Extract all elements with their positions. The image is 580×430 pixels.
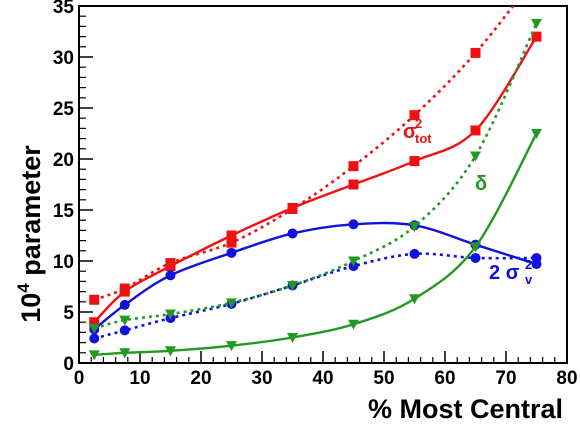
x-tick-label: 80 [556, 368, 577, 389]
data-point-dotted [409, 248, 420, 259]
series-group-0 [89, 6, 542, 328]
data-point-dotted [119, 325, 130, 336]
data-point-dotted [89, 333, 100, 344]
x-tick-label: 40 [312, 368, 333, 389]
y-axis-title-rest: parameter [16, 145, 46, 284]
data-point-solid [531, 31, 542, 42]
data-point-dotted [88, 323, 100, 334]
x-tick-label: 50 [373, 368, 394, 389]
data-point-solid [88, 350, 100, 361]
data-point-solid [226, 341, 237, 352]
series-label-symbol: σ [403, 121, 417, 143]
series-group-1 [89, 219, 542, 344]
y-tick-label: 0 [63, 354, 74, 375]
data-point-dotted [287, 280, 298, 291]
y-tick-label: 5 [63, 303, 74, 324]
data-point-solid [226, 247, 237, 258]
data-point-solid [531, 129, 542, 139]
data-point-solid [531, 259, 542, 270]
data-point-solid [287, 228, 298, 239]
series-label-subscript: v [525, 272, 533, 287]
x-tick-label: 10 [129, 368, 150, 389]
data-point-solid [226, 230, 237, 241]
data-point-solid [409, 294, 420, 305]
data-point-dotted [409, 221, 420, 232]
data-point-dotted [409, 110, 420, 121]
data-point-dotted [89, 294, 100, 305]
series-label: σ2 tot [403, 116, 432, 146]
y-tick-label: 35 [53, 0, 75, 18]
tick-labels: 0 10 20 30 40 50 60 70 80 0 5 10 15 20 25 30 35 [53, 0, 578, 389]
y-axis-title-base: 10 [16, 293, 46, 323]
y-axis-title: 104 parameter [14, 145, 46, 323]
series-label-symbol: σ [506, 262, 520, 284]
data-point-solid [348, 179, 359, 190]
data-point-solid [119, 286, 130, 297]
data-point-dotted [470, 47, 481, 58]
series-group-2 [88, 18, 542, 361]
data-point-solid [470, 242, 481, 253]
series-label-superscript: 2 [525, 257, 532, 272]
y-tick-label: 20 [53, 150, 74, 171]
series-label-prefix: 2 [489, 262, 506, 284]
series-line-solid [93, 221, 537, 331]
data-point-solid [165, 270, 176, 281]
data-point-solid [348, 219, 359, 230]
series-layer [88, 6, 542, 361]
data-point-dotted [165, 309, 176, 320]
series-label: δ [475, 173, 487, 195]
series-label-subscript: tot [415, 131, 432, 146]
data-point-solid [409, 156, 420, 167]
data-point-solid [165, 261, 176, 272]
series-line-dotted [93, 252, 537, 340]
data-point-solid [89, 317, 100, 328]
plot-frame [78, 5, 568, 364]
data-point-dotted [226, 298, 237, 309]
data-point-dotted [470, 151, 481, 162]
data-point-solid [348, 319, 359, 330]
x-tick-label: 0 [74, 368, 85, 389]
data-point-dotted [470, 252, 481, 263]
data-point-solid [119, 299, 130, 310]
data-point-solid [470, 125, 481, 136]
data-point-solid [119, 348, 131, 359]
data-point-dotted [119, 315, 131, 326]
y-tick-label: 15 [53, 201, 75, 222]
data-point-dotted [531, 18, 542, 29]
data-point-solid [287, 202, 298, 213]
data-point-dotted [348, 256, 359, 267]
series-label-superscript: 2 [415, 116, 422, 131]
x-tick-label: 60 [434, 368, 455, 389]
x-tick-label: 30 [251, 368, 272, 389]
x-tick-label: 70 [495, 368, 516, 389]
y-tick-label: 10 [53, 252, 74, 273]
x-tick-label: 20 [190, 368, 211, 389]
svg-text:104 parameter: 104 parameter [14, 145, 46, 323]
data-point-solid [287, 333, 298, 343]
axis-ticks [78, 5, 568, 364]
y-tick-label: 25 [53, 99, 75, 120]
y-axis-title-exponent: 4 [14, 283, 33, 293]
y-tick-label: 30 [53, 48, 74, 69]
series-label-symbol: δ [475, 173, 487, 195]
data-point-dotted [226, 237, 237, 248]
series-line-dotted [93, 22, 538, 330]
x-axis-title: % Most Central [368, 394, 563, 424]
data-point-dotted [348, 161, 359, 172]
data-point-solid [165, 346, 176, 357]
